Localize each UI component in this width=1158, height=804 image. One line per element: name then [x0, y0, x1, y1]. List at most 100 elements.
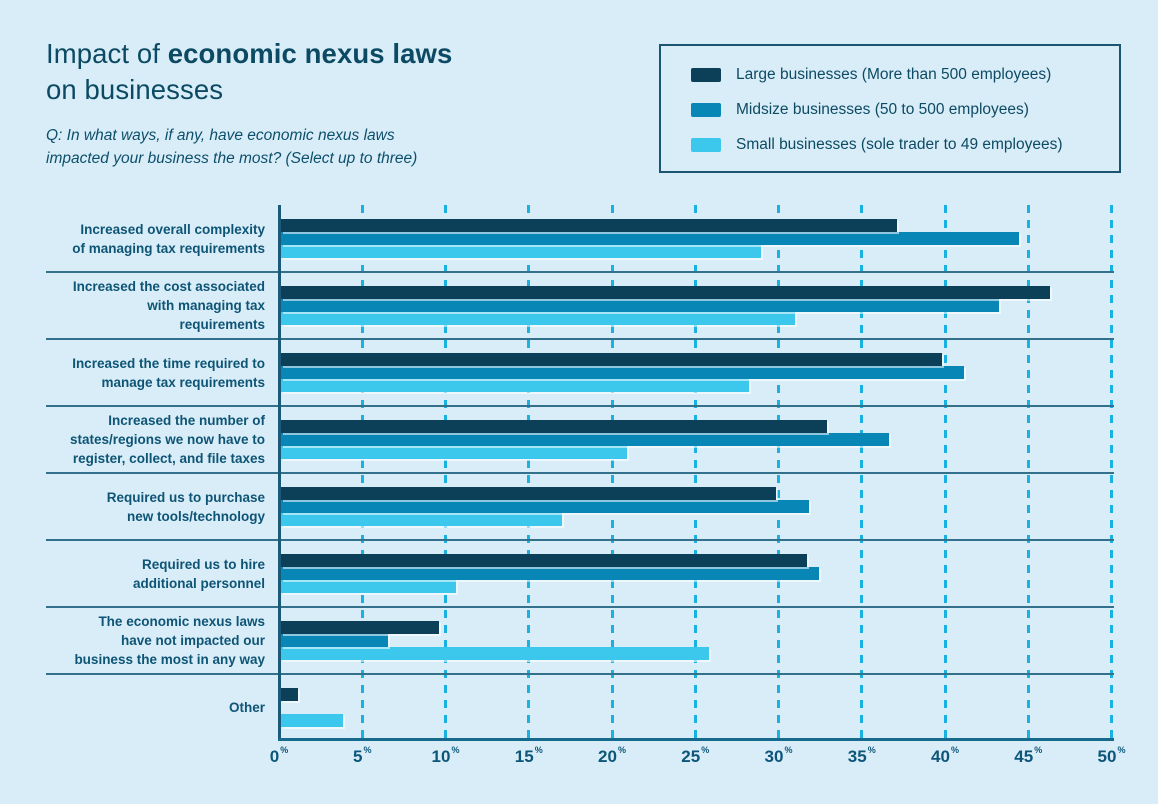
bar-large: [281, 286, 1051, 299]
category-label-line: register, collect, and file taxes: [72, 451, 265, 466]
category-label: Increased overall complexity of managing …: [0, 205, 265, 272]
row-divider: [46, 271, 1114, 273]
bar-midsize: [281, 299, 999, 312]
row-divider: [46, 539, 1114, 541]
x-tick-label: 5%: [353, 745, 372, 766]
x-tick-label: 45%: [1014, 745, 1043, 766]
x-tick-label: 50%: [1097, 745, 1126, 766]
category-label-line: states/regions we now have to: [69, 432, 265, 447]
chart-row: Increased overall complexity of managing …: [0, 205, 1158, 272]
category-label-line: The economic nexus laws: [98, 614, 265, 629]
bar-midsize: [281, 232, 1019, 245]
x-tick-label: 20%: [598, 745, 626, 766]
chart-row: Required us to purchase new tools/technol…: [0, 473, 1158, 540]
title-suffix: on businesses: [46, 74, 224, 105]
bar-midsize: [281, 500, 809, 513]
bar-large: [281, 353, 942, 366]
category-label-line: Required us to purchase: [106, 489, 265, 505]
bar-small: [281, 312, 796, 325]
category-label-line: new tools/technology: [126, 508, 265, 524]
bar-midsize: [281, 366, 964, 379]
percent-sign: %: [617, 745, 626, 755]
category-label-line: Required us to hire: [141, 556, 265, 572]
x-tick-label: 35%: [847, 745, 876, 766]
legend-item-midsize: Midsize businesses (50 to 500 employees): [691, 92, 1119, 127]
category-label-line: with managing tax: [147, 298, 265, 313]
bar-large: [281, 621, 440, 634]
legend-label: Midsize businesses (50 to 500 employees): [736, 100, 1029, 118]
chart-legend: Large businesses (More than 500 employee…: [659, 44, 1121, 173]
chart-row: Increased the number of states/regions we…: [0, 406, 1158, 473]
bar-midsize: [281, 634, 388, 647]
x-axis-line: [278, 738, 1114, 741]
x-tick-label: 30%: [764, 745, 793, 766]
chart-row: Increased the cost associated with managi…: [0, 272, 1158, 339]
bar-large: [281, 688, 298, 701]
y-axis-line: [278, 205, 281, 739]
survey-question-line2: impacted your business the most? (Select…: [46, 150, 418, 167]
category-label: Required us to purchase new tools/technol…: [0, 473, 265, 540]
percent-sign: %: [1034, 745, 1043, 755]
category-label-line: Increased the number of: [108, 413, 265, 428]
category-label-line: of managing tax requirements: [72, 240, 265, 256]
bar-large: [281, 487, 776, 500]
category-label: Increased the time required to manage tax…: [0, 339, 265, 406]
chart-row: The economic nexus laws have not impacted…: [0, 607, 1158, 674]
legend-label: Large businesses (More than 500 employee…: [736, 65, 1052, 83]
category-label-line: have not impacted our: [120, 633, 265, 648]
row-divider: [46, 405, 1114, 407]
percent-sign: %: [1117, 745, 1126, 755]
chart-row: Increased the time required to manage tax…: [0, 339, 1158, 406]
percent-sign: %: [867, 745, 876, 755]
percent-sign: %: [950, 745, 959, 755]
chart-row: Other: [0, 674, 1158, 741]
bar-small: [281, 379, 749, 392]
x-tick-label: 0%: [269, 745, 289, 766]
x-tick-label: 40%: [931, 745, 959, 766]
chart-row: Required us to hire additional personnel: [0, 540, 1158, 607]
legend-swatch-midsize: [691, 102, 721, 117]
legend-item-large: Large businesses (More than 500 employee…: [691, 57, 1119, 92]
legend-item-small: Small businesses (sole trader to 49 empl…: [691, 127, 1119, 162]
bar-large: [281, 420, 828, 433]
category-label: The economic nexus laws have not impacted…: [0, 607, 265, 674]
percent-sign: %: [534, 745, 543, 755]
category-label: Other: [0, 674, 265, 741]
category-label-line: Increased the cost associated: [72, 279, 265, 294]
category-label: Increased the cost associated with managi…: [0, 272, 265, 339]
percent-sign: %: [451, 745, 460, 755]
category-label-line: Increased overall complexity: [80, 221, 265, 237]
bar-small: [281, 647, 709, 660]
category-label: Required us to hire additional personnel: [0, 540, 265, 607]
bar-small: [281, 714, 343, 727]
row-divider: [46, 472, 1114, 474]
x-tick-label: 15%: [514, 745, 543, 766]
title-bold: economic nexus laws: [167, 38, 453, 69]
percent-sign: %: [280, 745, 289, 755]
category-label-line: requirements: [179, 317, 265, 332]
category-label-line: manage tax requirements: [101, 374, 265, 390]
percent-sign: %: [784, 745, 793, 755]
bar-small: [281, 580, 456, 593]
chart-header: Impact of economic nexus laws on busines…: [46, 36, 606, 170]
percent-sign: %: [363, 745, 372, 755]
bar-midsize: [281, 567, 819, 580]
page-title: Impact of economic nexus laws on busines…: [46, 36, 466, 108]
bar-small: [281, 513, 563, 526]
bar-midsize: [281, 433, 889, 446]
legend-swatch-large: [691, 67, 721, 82]
survey-question: Q: In what ways, if any, have economic n…: [46, 124, 606, 170]
category-label-line: Increased the time required to: [72, 355, 265, 371]
category-label-line: additional personnel: [132, 575, 265, 591]
legend-swatch-small: [691, 137, 721, 152]
bar-small: [281, 245, 761, 258]
x-tick-label: 25%: [681, 745, 710, 766]
survey-question-line1: Q: In what ways, if any, have economic n…: [46, 127, 395, 144]
bar-small: [281, 446, 628, 459]
x-tick-label: 10%: [431, 745, 460, 766]
bar-large: [281, 554, 808, 567]
category-label: Increased the number of states/regions we…: [0, 406, 265, 473]
legend-label: Small businesses (sole trader to 49 empl…: [736, 135, 1063, 153]
